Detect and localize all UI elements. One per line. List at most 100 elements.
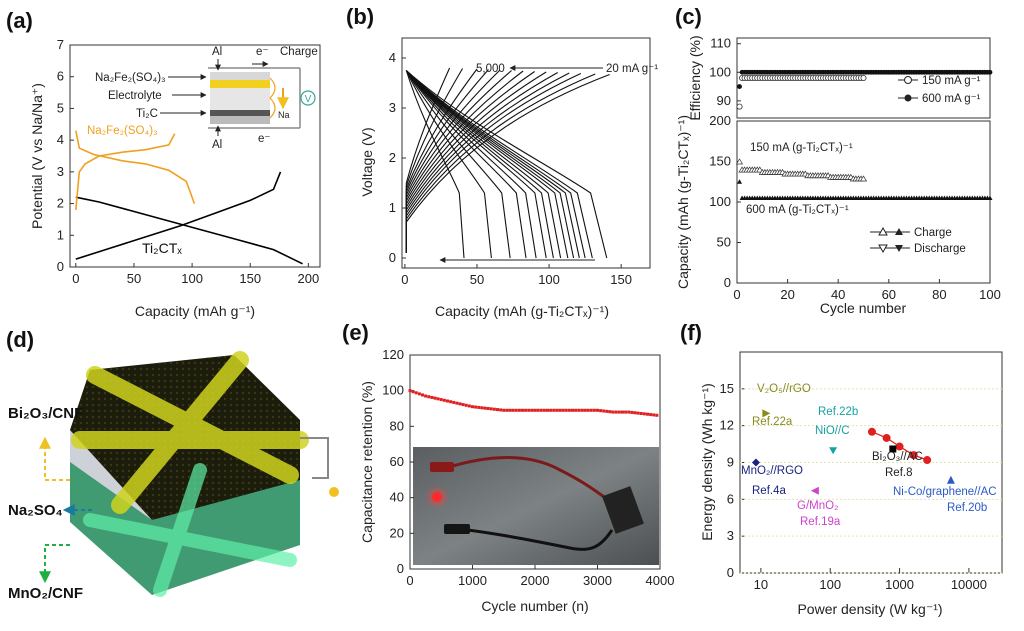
panel-f-xtick-label: 1000 bbox=[885, 577, 914, 592]
retention-point bbox=[442, 398, 446, 402]
panel-e-ytick-label: 120 bbox=[382, 347, 404, 362]
panel-c-annotation-150: 150 mA (g-Ti₂CTₓ)⁻¹ bbox=[750, 142, 853, 154]
panel-e-xlabel: Cycle number (n) bbox=[481, 598, 588, 614]
cap-600-point bbox=[987, 195, 993, 200]
current-collector-wire bbox=[300, 437, 329, 479]
panel-a-ytick-label: 6 bbox=[57, 69, 64, 84]
retention-point bbox=[639, 411, 643, 415]
retention-point bbox=[580, 408, 584, 412]
panel-e-chart: 0 1000 2000 3000 4000 0 20 40 60 80 100 120 Cycle n… bbox=[359, 347, 674, 614]
retention-point bbox=[642, 412, 646, 416]
panel-e-xtick-label: 3000 bbox=[583, 573, 612, 588]
led-icon bbox=[432, 492, 442, 502]
retention-point bbox=[464, 403, 468, 407]
label-bi2o3-cnf: Bi₂O₃/CNF bbox=[8, 405, 83, 422]
panel-b-charge-curve bbox=[405, 68, 478, 253]
cnf-fibers-top bbox=[71, 351, 309, 514]
panel-c-bottom-xtick-label: 80 bbox=[932, 287, 946, 302]
label-gmno2: G/MnO₂ bbox=[797, 500, 839, 512]
retention-point bbox=[499, 408, 503, 412]
legend-150: 150 mA g⁻¹ bbox=[922, 75, 981, 87]
voltmeter-icon bbox=[300, 90, 316, 106]
retention-point bbox=[408, 389, 412, 393]
retention-point bbox=[561, 408, 565, 412]
panel-f-xlabel: Power density (W kg⁻¹) bbox=[797, 601, 942, 617]
panel-a-ytick-label: 1 bbox=[57, 227, 64, 242]
panel-label-e: (e) bbox=[342, 320, 369, 345]
panel-e-xtick-label: 2000 bbox=[521, 573, 550, 588]
panel-f-xtick-label: 10 bbox=[754, 577, 768, 592]
label-nico: Ni-Co/graphene//AC bbox=[893, 486, 997, 498]
v2o5-point bbox=[762, 409, 771, 418]
retention-point bbox=[564, 408, 568, 412]
panel-a-curve-0 bbox=[75, 196, 303, 265]
cnf-fibers-bottom bbox=[83, 463, 297, 597]
eff-150-point bbox=[860, 75, 867, 82]
panel-c-annotation-600: 600 mA (g-Ti₂CTₓ)⁻¹ bbox=[746, 204, 849, 216]
terminal-icon bbox=[329, 487, 339, 497]
label-bi2o3ac: Bi₂O₃//AC bbox=[872, 451, 923, 463]
inset-charge: Charge bbox=[280, 46, 318, 58]
bi2o3-ref-point bbox=[889, 445, 897, 453]
panel-label-f: (f) bbox=[680, 320, 702, 345]
panel-b-discharge-curve bbox=[405, 70, 562, 259]
panel-b-ytick-label: 3 bbox=[389, 100, 396, 115]
bi2o3-ac-point bbox=[867, 427, 876, 436]
inset-na-label: Na bbox=[278, 110, 290, 120]
panel-e-xtick-label: 0 bbox=[406, 573, 413, 588]
retention-point bbox=[505, 408, 509, 412]
legend-marker-150 bbox=[904, 76, 912, 84]
panel-label-b: (b) bbox=[346, 4, 374, 29]
retention-point bbox=[458, 402, 462, 406]
retention-point bbox=[652, 413, 656, 417]
panel-b-xtick-label: 100 bbox=[538, 272, 560, 287]
panel-b-rate-low: 20 mA g⁻¹ bbox=[606, 63, 658, 75]
panel-c-top-ytick-label: 110 bbox=[710, 36, 731, 51]
panel-b-discharge-curve bbox=[405, 70, 547, 259]
panel-a-ytick-label: 4 bbox=[57, 132, 64, 147]
retention-point bbox=[414, 391, 418, 395]
retention-point bbox=[452, 400, 456, 404]
panel-d-illustration: Bi₂O₃/CNF Na₂SO₄ MnO₂/CNF bbox=[8, 351, 339, 602]
panel-e-photo bbox=[413, 447, 659, 565]
retention-point bbox=[596, 408, 599, 412]
panel-a-ytick-label: 2 bbox=[57, 196, 64, 211]
panel-b-discharge-curve bbox=[405, 70, 608, 259]
panel-c-bottom-xtick-label: 60 bbox=[882, 287, 896, 302]
panel-c-bottom-ytick-label: 150 bbox=[709, 154, 731, 169]
panel-b-discharge-curve bbox=[405, 70, 586, 259]
retention-point bbox=[655, 413, 659, 417]
panel-a-orange-label: Na₂Fe₂(SO₄)₃ bbox=[87, 125, 158, 137]
panel-b-ytick-label: 2 bbox=[389, 150, 396, 165]
retention-point bbox=[611, 410, 615, 414]
panel-f-xtick-label: 10000 bbox=[951, 577, 987, 592]
retention-point bbox=[433, 396, 437, 400]
label-na2so4: Na₂SO₄ bbox=[8, 502, 63, 519]
retention-point bbox=[486, 407, 490, 410]
panel-c-top-frame bbox=[736, 37, 991, 119]
ni-co-point bbox=[946, 475, 955, 484]
retention-point bbox=[649, 413, 653, 417]
legend-600: 600 mA g⁻¹ bbox=[922, 93, 981, 105]
retention-point bbox=[592, 408, 596, 412]
panel-f-chart: 10 100 1000 10000 0 3 6 9 12 15 Power density (W … bbox=[699, 351, 1003, 617]
retention-point bbox=[608, 410, 612, 414]
bi2o3-ac-point bbox=[895, 442, 904, 451]
retention-point bbox=[567, 408, 571, 412]
panel-f-ylabel: Energy density (Wh kg⁻¹) bbox=[699, 383, 715, 541]
panel-b-xtick-label: 150 bbox=[610, 272, 632, 287]
retention-point bbox=[502, 408, 506, 412]
label-nioc: NiO//C bbox=[815, 425, 850, 437]
panel-a-xtick-label: 50 bbox=[127, 271, 141, 286]
bi2o3-ac-point bbox=[923, 456, 932, 465]
label-ref8: Ref.8 bbox=[885, 467, 913, 479]
retention-point bbox=[508, 408, 512, 412]
retention-point bbox=[424, 394, 428, 398]
panel-b-charge-curve bbox=[405, 69, 501, 253]
panel-b-xtick-label: 50 bbox=[470, 272, 484, 287]
panel-c-bottom-xtick-label: 100 bbox=[979, 287, 1001, 302]
panel-b-charge-curve bbox=[405, 71, 535, 253]
panel-b-charge-curve bbox=[405, 70, 512, 253]
panel-e-ytick-label: 60 bbox=[390, 454, 404, 469]
panel-b-chart: 0 50 100 150 0 1 2 3 4 5,000 20 mA g⁻¹ Capacity … bbox=[359, 37, 658, 319]
